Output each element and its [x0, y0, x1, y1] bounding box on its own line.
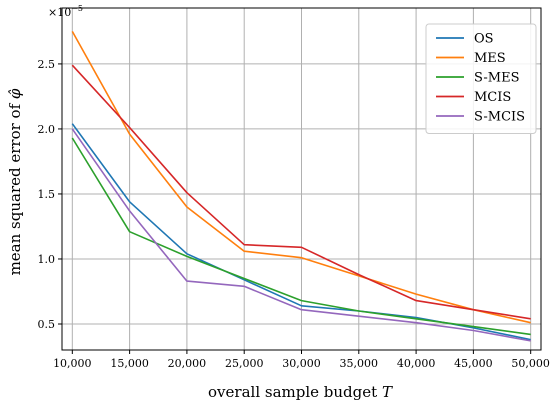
y-tick-label: 2.0	[38, 123, 56, 136]
x-tick-label: 35,000	[340, 357, 379, 370]
series-line-s-mes	[71, 137, 531, 336]
y-tick-label: 0.5	[38, 318, 56, 331]
y-axis-label: mean squared error of φ̂	[6, 88, 24, 275]
y-tick-label: 2.5	[38, 58, 56, 71]
legend-item-s-mcis: S-MCIS	[436, 110, 525, 125]
x-tick-label: 45,000	[454, 357, 493, 370]
x-tick-label: 30,000	[282, 357, 321, 370]
legend-item-mcis: MCIS	[436, 90, 511, 105]
y-axis-label-text: mean squared error of	[6, 102, 24, 275]
series-line-mcis	[71, 64, 531, 320]
series-line-s-mcis	[71, 128, 531, 342]
x-tick-label: 15,000	[110, 357, 149, 370]
x-tick-label: 20,000	[168, 357, 207, 370]
legend: OS MES S-MES MCIS S-MCIS	[425, 23, 537, 134]
series-layer	[71, 31, 531, 342]
x-tick-label: 25,000	[225, 357, 264, 370]
y-offset-exponent: −5	[71, 4, 83, 13]
legend-label: S-MCIS	[474, 110, 525, 125]
y-offset-label: ×10−5	[48, 4, 83, 19]
series-line-mes	[71, 31, 531, 324]
legend-label: MCIS	[474, 90, 511, 105]
legend-item-s-mes: S-MES	[436, 71, 519, 86]
y-axis-ticks: 0.5 1.0 1.5 2.0 2.5	[38, 58, 62, 331]
y-tick-label: 1.0	[38, 253, 56, 266]
x-tick-label: 10,000	[53, 357, 92, 370]
legend-label: OS	[474, 32, 494, 47]
legend-label: MES	[474, 51, 506, 66]
y-offset-base: ×10	[48, 6, 71, 19]
legend-box	[425, 23, 537, 134]
x-tick-label: 40,000	[397, 357, 436, 370]
x-axis-label-text: overall sample budget	[208, 383, 377, 401]
x-tick-label: 50,000	[511, 357, 550, 370]
legend-item-os: OS	[436, 32, 494, 47]
x-axis-ticks: 10,000 15,000 20,000 25,000 30,000 35,000 40,0…	[53, 350, 550, 370]
legend-item-mes: MES	[436, 51, 506, 66]
legend-label: S-MES	[474, 71, 519, 86]
x-axis-label-variable: T	[382, 383, 393, 401]
y-tick-label: 1.5	[38, 188, 56, 201]
x-axis-label: overall sample budget T	[208, 383, 393, 401]
y-axis-label-variable: φ̂	[6, 88, 24, 99]
